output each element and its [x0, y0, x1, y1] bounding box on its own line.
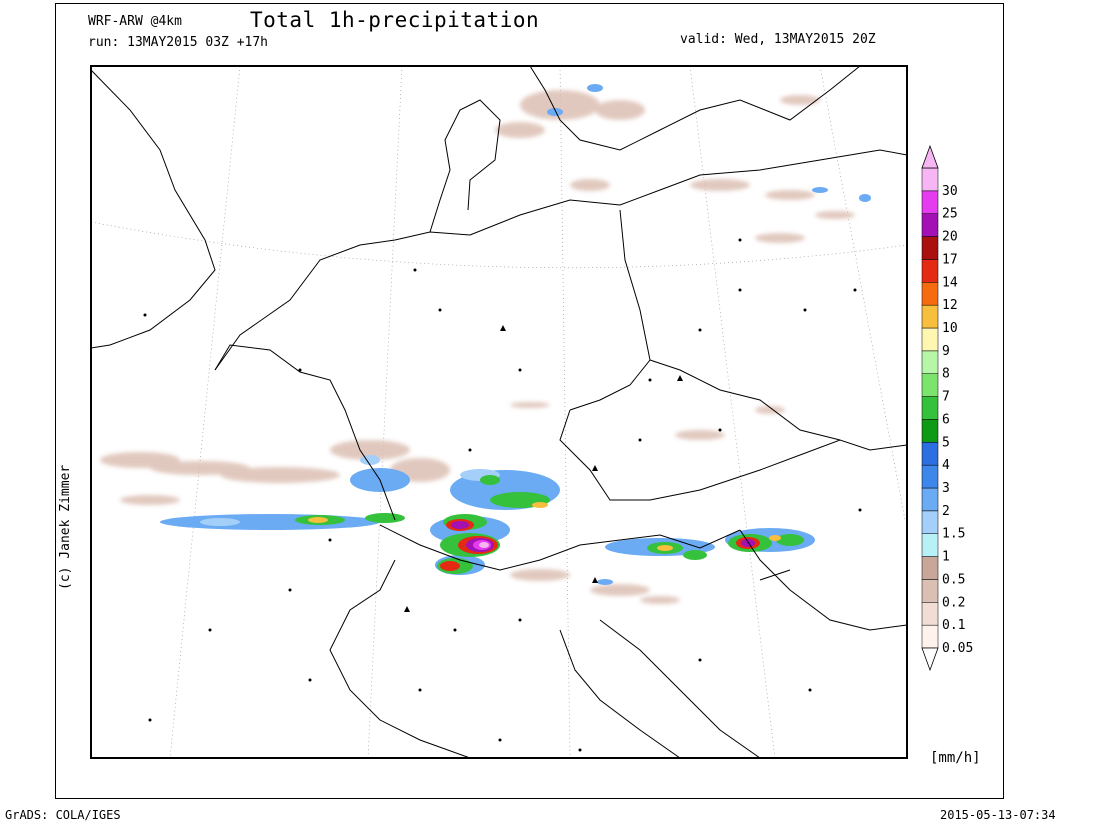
colorbar-swatch — [921, 259, 939, 283]
colorbar-label: 0.05 — [942, 641, 973, 656]
colorbar-swatch — [921, 579, 939, 603]
colorbar-swatch — [921, 533, 939, 557]
colorbar-swatch — [921, 304, 939, 329]
colorbar-swatch — [921, 556, 939, 580]
colorbar-label: 1.5 — [942, 527, 965, 542]
colorbar-swatch — [921, 167, 939, 192]
colorbar-label: 5 — [942, 435, 950, 450]
colorbar-swatch — [921, 327, 939, 352]
colorbar-label: 7 — [942, 390, 950, 405]
map-area — [91, 66, 907, 758]
colorbar-swatch — [921, 602, 939, 626]
valid-time-label: valid: Wed, 13MAY2015 20Z — [680, 32, 876, 47]
colorbar-label: 25 — [942, 207, 958, 222]
run-label: run: 13MAY2015 03Z +17h — [88, 35, 269, 50]
colorbar-swatch — [921, 213, 939, 237]
plot-frame — [55, 3, 1004, 799]
colorbar-label: 6 — [942, 412, 950, 427]
colorbar-max-arrow — [921, 144, 939, 169]
colorbar-label: 20 — [942, 230, 958, 245]
colorbar-label: 9 — [942, 344, 950, 359]
city-markers — [143, 238, 862, 752]
colorbar-label: 30 — [942, 184, 958, 199]
colorbar-label: 1 — [942, 550, 950, 565]
colorbar-swatch — [921, 487, 939, 512]
colorbar-label: 4 — [942, 458, 950, 473]
colorbar-swatch — [921, 510, 939, 534]
colorbar-swatch — [921, 236, 939, 260]
colorbar-swatch — [921, 373, 939, 397]
colorbar-swatch — [921, 190, 939, 214]
colorbar-label: 2 — [942, 504, 950, 519]
colorbar-label: 0.2 — [942, 595, 965, 610]
colorbar-swatch — [921, 350, 939, 374]
colorbar-label: 8 — [942, 367, 950, 382]
chart-title: Total 1h-precipitation — [250, 8, 540, 32]
colorbar-label: 0.5 — [942, 572, 965, 587]
colorbar-label: 3 — [942, 481, 950, 496]
colorbar-swatch — [921, 396, 939, 420]
render-timestamp: 2015-05-13-07:34 — [940, 808, 1056, 822]
units-label: [mm/h] — [930, 750, 981, 766]
colorbar-swatch — [921, 419, 939, 443]
colorbar-label: 17 — [942, 252, 958, 267]
colorbar-label: 0.1 — [942, 618, 965, 633]
colorbar-label: 10 — [942, 321, 958, 336]
map-border — [90, 65, 908, 759]
software-label: GrADS: COLA/IGES — [5, 808, 121, 822]
peak-markers — [404, 325, 683, 612]
colorbar-swatch — [921, 282, 939, 306]
colorbar-swatch — [921, 624, 939, 649]
colorbar-min-arrow — [921, 647, 939, 672]
colorbar: 0.05 0.1 0.2 0.5 1 1.5 2 3 4 5 6 7 8 9 10 12 14 17 20 25 30 — [921, 144, 973, 672]
colorbar-label: 12 — [942, 298, 958, 313]
model-label: WRF-ARW @4km — [88, 14, 182, 29]
colorbar-swatch — [921, 442, 939, 466]
precipitation-field — [100, 84, 871, 604]
colorbar-label: 14 — [942, 275, 958, 290]
coastlines-borders — [91, 66, 907, 758]
colorbar-swatch — [921, 464, 939, 489]
